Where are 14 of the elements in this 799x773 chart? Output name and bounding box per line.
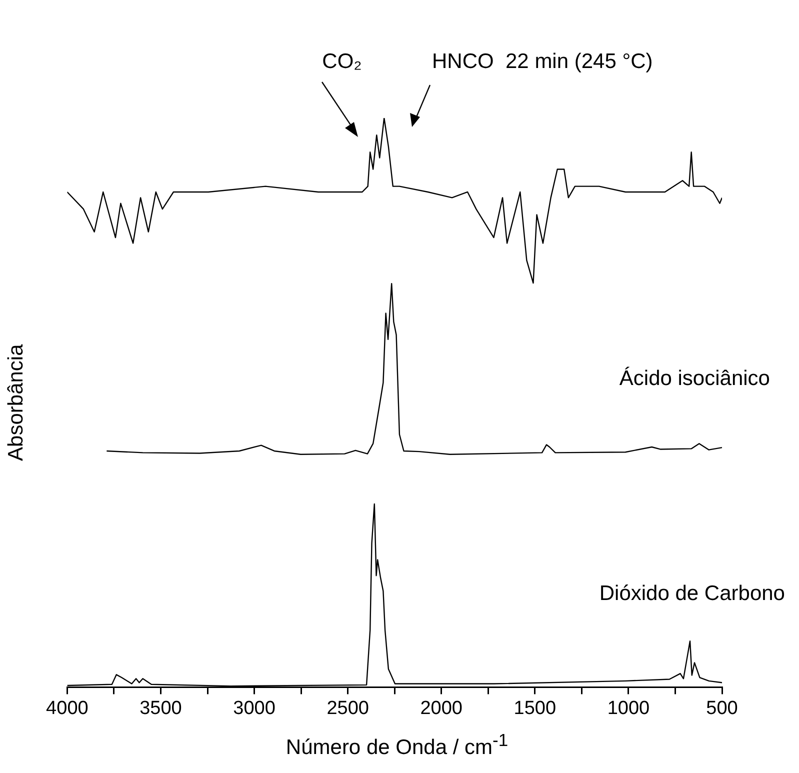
x-tick-label: 1000 (607, 698, 650, 719)
y-axis-title: Absorbância (4, 344, 28, 461)
x-tick-label: 2000 (420, 698, 463, 719)
x-tick-label: 4000 (46, 698, 88, 719)
text: CO₂ (322, 50, 362, 73)
x-tick-label: 500 (706, 698, 738, 719)
x-axis-title: Número de Onda / cm$^{-1}$ (284, 730, 510, 760)
x-tick-label: 3000 (233, 698, 276, 719)
text: Dióxido de Carbono (599, 582, 785, 605)
x-tick-label: 3500 (140, 698, 182, 719)
text: Ácido isociânico (619, 366, 770, 390)
x-tick-label: 2500 (326, 698, 369, 719)
x-tick-label: 1500 (514, 698, 556, 719)
text: HNCO 22 min (245 °C) (432, 50, 653, 73)
